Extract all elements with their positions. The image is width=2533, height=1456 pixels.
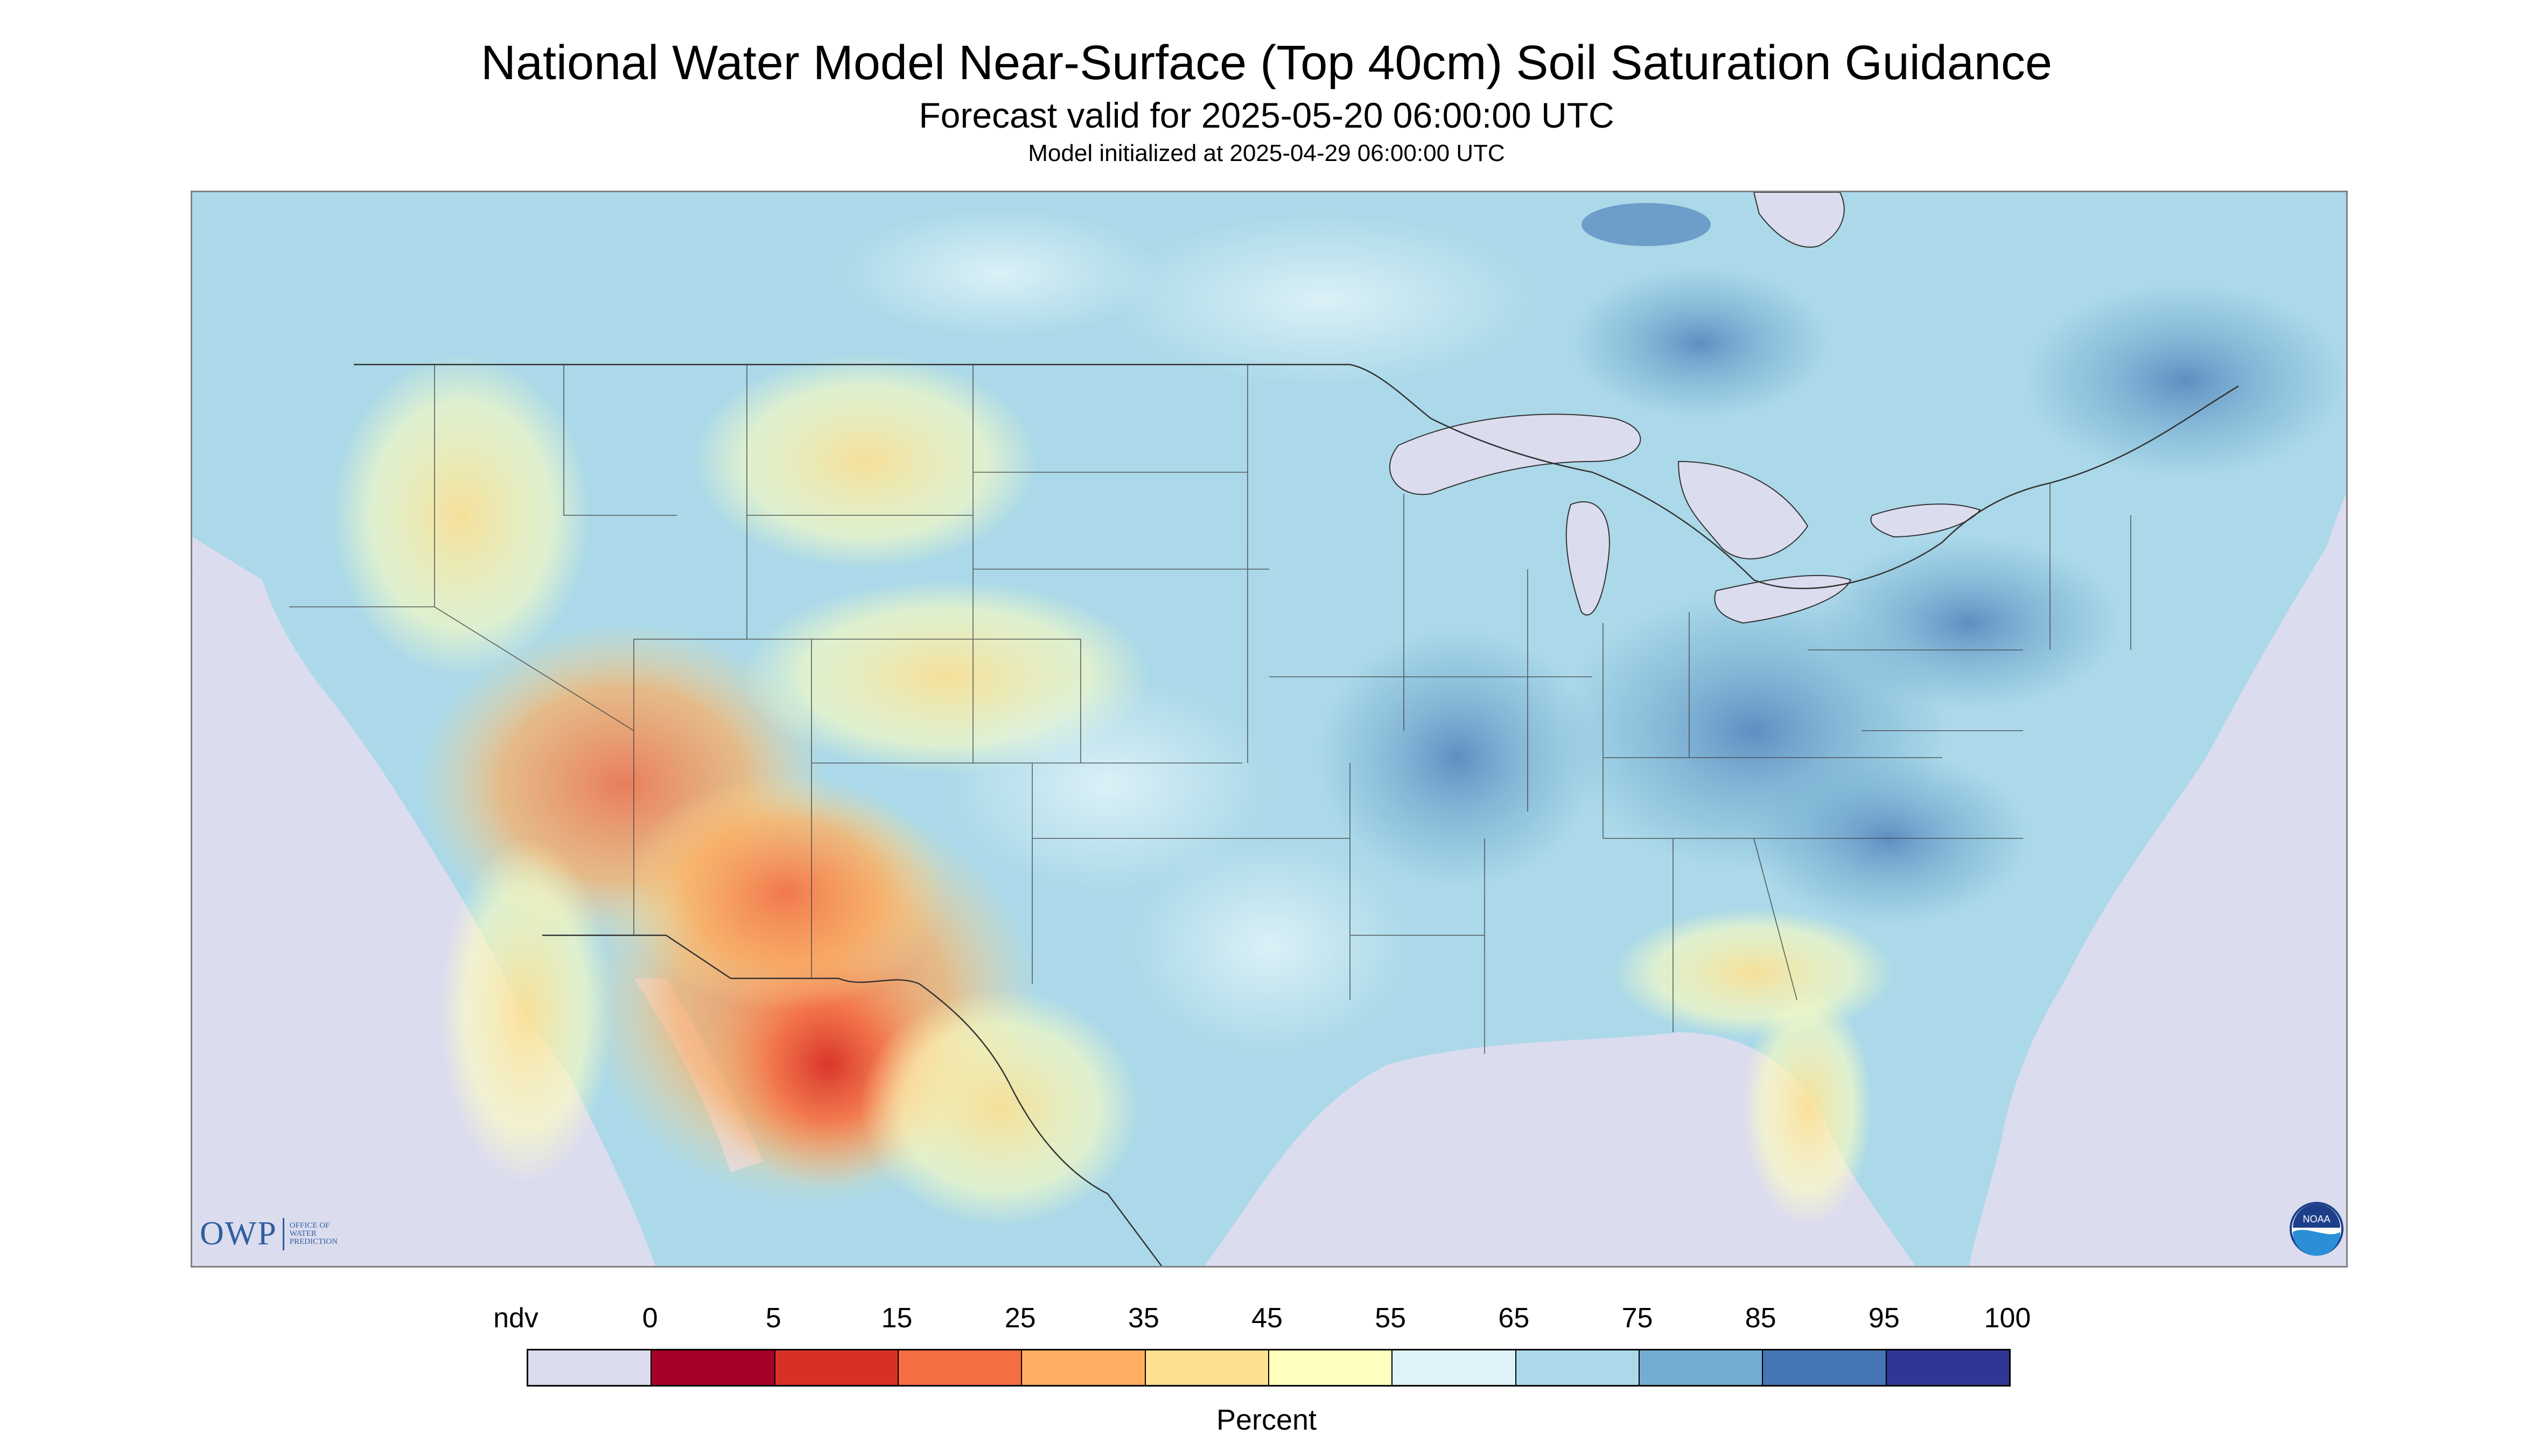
legend-swatch bbox=[775, 1350, 899, 1385]
owp-logo: OWP OFFICE OF WATER PREDICTION bbox=[200, 1215, 338, 1253]
owp-sub-line-2: WATER bbox=[289, 1229, 317, 1238]
legend-tick-label: 75 bbox=[1621, 1303, 1653, 1334]
atlantic-ocean bbox=[1969, 494, 2346, 1266]
legend-tick-label: 45 bbox=[1251, 1303, 1283, 1334]
legend-tick-label: 25 bbox=[1004, 1303, 1036, 1334]
gulf-of-mexico bbox=[1205, 1032, 1915, 1266]
legend-swatch bbox=[1516, 1350, 1640, 1385]
legend-swatch bbox=[1393, 1350, 1516, 1385]
legend-swatch bbox=[1639, 1350, 1764, 1385]
us-canada-border bbox=[354, 363, 2239, 590]
owp-sub-line-1: OFFICE OF bbox=[289, 1221, 330, 1230]
hudson-bay bbox=[1753, 192, 1845, 248]
noaa-logo-text: NOAA bbox=[2303, 1214, 2330, 1224]
state-boundaries bbox=[289, 365, 2131, 1054]
model-init-time: Model initialized at 2025-04-29 06:00:00… bbox=[1028, 140, 1505, 166]
legend-tick-label: 85 bbox=[1745, 1303, 1776, 1334]
legend-unit-label: Percent bbox=[1216, 1404, 1317, 1436]
owp-logo-text: OWP bbox=[200, 1215, 277, 1252]
legend-tick-label: 55 bbox=[1375, 1303, 1407, 1334]
legend-tick-label: 65 bbox=[1498, 1303, 1530, 1334]
legend-tick-label: 5 bbox=[765, 1303, 781, 1334]
legend-tick-label: 95 bbox=[1868, 1303, 1900, 1334]
legend-swatch bbox=[1886, 1350, 2009, 1385]
soil-saturation-map: OWP OFFICE OF WATER PREDICTION NOAA bbox=[191, 191, 2348, 1268]
legend-tick-label: 35 bbox=[1128, 1303, 1159, 1334]
legend-tick-label: 0 bbox=[642, 1303, 658, 1334]
legend-swatch bbox=[1022, 1350, 1146, 1385]
map-title: National Water Model Near-Surface (Top 4… bbox=[480, 36, 2052, 90]
legend-swatch bbox=[528, 1350, 652, 1385]
forecast-valid-time: Forecast valid for 2025-05-20 06:00:00 U… bbox=[919, 95, 1614, 135]
legend-swatch bbox=[1763, 1350, 1887, 1385]
legend-swatch bbox=[652, 1350, 775, 1385]
great-lakes bbox=[1389, 414, 1981, 624]
owp-sub-line-3: PREDICTION bbox=[289, 1237, 338, 1246]
legend-tick-label: ndv bbox=[493, 1303, 538, 1334]
noaa-logo: NOAA bbox=[2290, 1202, 2343, 1256]
legend-swatch bbox=[1269, 1350, 1393, 1385]
legend-tick-label: 15 bbox=[881, 1303, 913, 1334]
legend-colorbar bbox=[527, 1349, 2011, 1387]
legend-swatch bbox=[898, 1350, 1023, 1385]
us-mexico-border bbox=[542, 934, 1163, 1266]
legend-swatch bbox=[1145, 1350, 1269, 1385]
legend-tick-label: 100 bbox=[1984, 1303, 2031, 1334]
